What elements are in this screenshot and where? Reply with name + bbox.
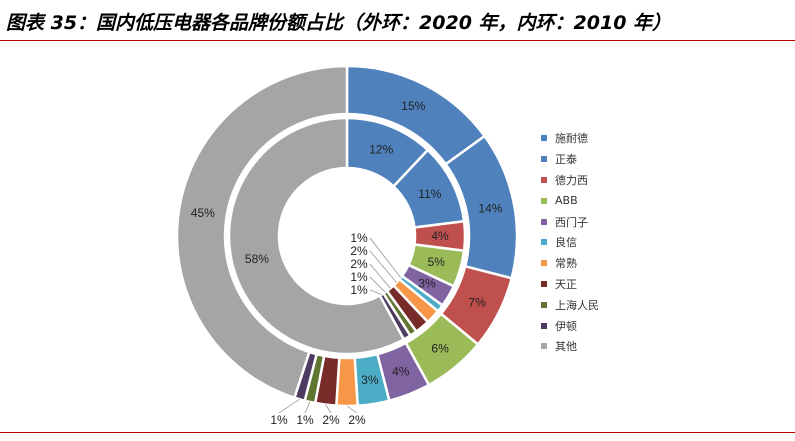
legend-item: 常熟 xyxy=(541,253,599,274)
legend-label: 正泰 xyxy=(555,153,577,167)
outer-data-label: 45% xyxy=(191,206,215,220)
legend-swatch xyxy=(541,260,547,267)
outer-data-label: 15% xyxy=(401,99,425,113)
outer-data-label: 2% xyxy=(348,413,366,427)
inner-data-label: 2% xyxy=(350,257,368,271)
title-divider xyxy=(0,40,795,41)
inner-data-label: 1% xyxy=(350,270,368,284)
outer-data-label: 4% xyxy=(392,365,410,379)
leader-line xyxy=(369,263,391,289)
legend-item: 上海人民 xyxy=(541,294,599,315)
legend-swatch xyxy=(541,301,547,308)
legend-label: 施耐德 xyxy=(555,132,588,146)
legend-swatch xyxy=(541,239,547,246)
legend-swatch xyxy=(541,218,547,225)
leader-line xyxy=(369,289,382,295)
outer-data-label: 2% xyxy=(322,413,340,427)
legend-label: 德力西 xyxy=(555,173,588,187)
leader-line xyxy=(369,250,397,283)
legend-label: 常熟 xyxy=(555,257,577,271)
legend-label: 伊顿 xyxy=(555,319,577,333)
legend-swatch xyxy=(541,176,547,183)
legend-item: ABB xyxy=(541,190,599,211)
outer-data-label: 6% xyxy=(431,341,449,355)
legend-item: 良信 xyxy=(541,232,599,253)
leader-line xyxy=(325,404,332,414)
inner-slice-其他 xyxy=(227,116,406,356)
outer-data-label: 7% xyxy=(468,295,486,309)
legend-swatch xyxy=(541,156,547,163)
inner-data-label: 11% xyxy=(418,187,441,201)
inner-data-label: 12% xyxy=(369,143,393,157)
inner-data-label: 4% xyxy=(431,229,449,243)
leader-line xyxy=(369,276,386,293)
legend-swatch xyxy=(541,280,547,287)
legend-item: 其他 xyxy=(541,336,599,357)
outer-data-label: 1% xyxy=(270,413,288,427)
legend-item: 施耐德 xyxy=(541,128,599,149)
legend-swatch xyxy=(541,135,547,142)
legend-label: 良信 xyxy=(555,236,577,250)
legend-label: 西门子 xyxy=(555,215,588,229)
legend-item: 天正 xyxy=(541,274,599,295)
leader-line xyxy=(369,237,402,278)
legend-item: 正泰 xyxy=(541,149,599,170)
leader-line xyxy=(346,405,358,414)
inner-data-label: 1% xyxy=(350,283,368,297)
inner-data-label: 58% xyxy=(245,252,269,266)
outer-data-label: 3% xyxy=(361,373,379,387)
outer-slice-其他 xyxy=(175,64,349,400)
chart-title: 图表 35：国内低压电器各品牌份额占比（外环：2020 年，内环：2010 年） xyxy=(6,12,672,34)
leader-line xyxy=(304,401,311,414)
legend-label: ABB xyxy=(555,194,578,208)
legend-swatch xyxy=(541,343,547,350)
inner-data-label: 2% xyxy=(350,244,368,258)
legend-label: 天正 xyxy=(555,277,577,291)
legend-label: 其他 xyxy=(555,340,577,354)
legend-swatch xyxy=(541,197,547,204)
legend-item: 德力西 xyxy=(541,170,599,191)
legend-item: 西门子 xyxy=(541,211,599,232)
inner-data-label: 1% xyxy=(350,231,368,245)
legend-label: 上海人民 xyxy=(555,298,599,312)
outer-data-label: 14% xyxy=(478,202,502,216)
legend: 施耐德正泰德力西 ABB 西门子良信常熟天正上海人民伊顿其他 xyxy=(541,128,599,357)
inner-data-label: 5% xyxy=(428,255,446,269)
outer-data-label: 1% xyxy=(296,413,314,427)
leader-line xyxy=(278,398,300,414)
legend-swatch xyxy=(541,322,547,329)
inner-data-label: 3% xyxy=(418,276,436,290)
legend-item: 伊顿 xyxy=(541,315,599,336)
footer-divider xyxy=(0,432,795,433)
